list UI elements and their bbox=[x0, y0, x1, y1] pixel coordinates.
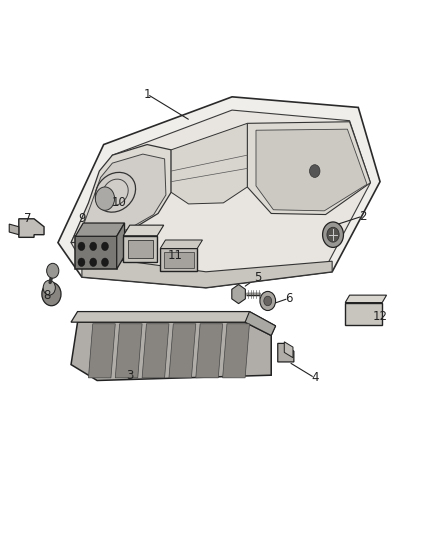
Polygon shape bbox=[223, 324, 250, 378]
Circle shape bbox=[90, 258, 97, 266]
Polygon shape bbox=[88, 324, 115, 378]
Polygon shape bbox=[256, 129, 367, 211]
Polygon shape bbox=[71, 144, 171, 243]
Text: 2: 2 bbox=[359, 209, 366, 223]
Circle shape bbox=[78, 242, 85, 251]
Polygon shape bbox=[284, 342, 293, 358]
Circle shape bbox=[264, 296, 272, 306]
Polygon shape bbox=[196, 324, 223, 378]
Polygon shape bbox=[123, 225, 164, 236]
Polygon shape bbox=[19, 219, 44, 237]
Circle shape bbox=[310, 165, 320, 177]
FancyBboxPatch shape bbox=[123, 236, 157, 262]
Text: 7: 7 bbox=[24, 212, 31, 225]
Circle shape bbox=[327, 227, 339, 242]
Polygon shape bbox=[278, 343, 294, 362]
Text: 6: 6 bbox=[285, 292, 293, 305]
Polygon shape bbox=[232, 285, 245, 304]
Text: 9: 9 bbox=[78, 212, 86, 225]
Polygon shape bbox=[171, 123, 247, 204]
Circle shape bbox=[43, 280, 55, 295]
Polygon shape bbox=[82, 256, 332, 288]
Polygon shape bbox=[160, 240, 202, 248]
FancyBboxPatch shape bbox=[127, 240, 153, 258]
Circle shape bbox=[102, 242, 109, 251]
Polygon shape bbox=[9, 224, 19, 235]
Circle shape bbox=[102, 258, 109, 266]
Polygon shape bbox=[142, 324, 169, 378]
FancyBboxPatch shape bbox=[75, 236, 117, 269]
Polygon shape bbox=[345, 295, 387, 303]
Circle shape bbox=[47, 263, 59, 278]
Polygon shape bbox=[75, 223, 124, 236]
Circle shape bbox=[260, 292, 276, 311]
Polygon shape bbox=[245, 312, 276, 335]
Text: 1: 1 bbox=[143, 87, 151, 101]
Circle shape bbox=[95, 187, 115, 211]
Circle shape bbox=[322, 222, 343, 247]
FancyBboxPatch shape bbox=[160, 248, 197, 271]
Circle shape bbox=[78, 258, 85, 266]
Polygon shape bbox=[71, 322, 271, 381]
Polygon shape bbox=[58, 97, 380, 288]
Polygon shape bbox=[78, 154, 166, 241]
Polygon shape bbox=[169, 324, 196, 378]
Text: 12: 12 bbox=[373, 310, 388, 324]
Text: 4: 4 bbox=[311, 372, 318, 384]
Polygon shape bbox=[117, 223, 124, 269]
Circle shape bbox=[90, 242, 97, 251]
Text: 3: 3 bbox=[126, 369, 134, 382]
Text: 5: 5 bbox=[254, 271, 262, 284]
FancyBboxPatch shape bbox=[164, 252, 194, 268]
Polygon shape bbox=[247, 122, 371, 215]
Text: 8: 8 bbox=[43, 289, 51, 302]
Polygon shape bbox=[71, 312, 276, 335]
Text: 10: 10 bbox=[111, 196, 126, 209]
Text: 11: 11 bbox=[168, 249, 183, 262]
Polygon shape bbox=[71, 110, 371, 282]
Polygon shape bbox=[115, 324, 142, 378]
FancyBboxPatch shape bbox=[345, 303, 382, 325]
Circle shape bbox=[42, 282, 61, 306]
